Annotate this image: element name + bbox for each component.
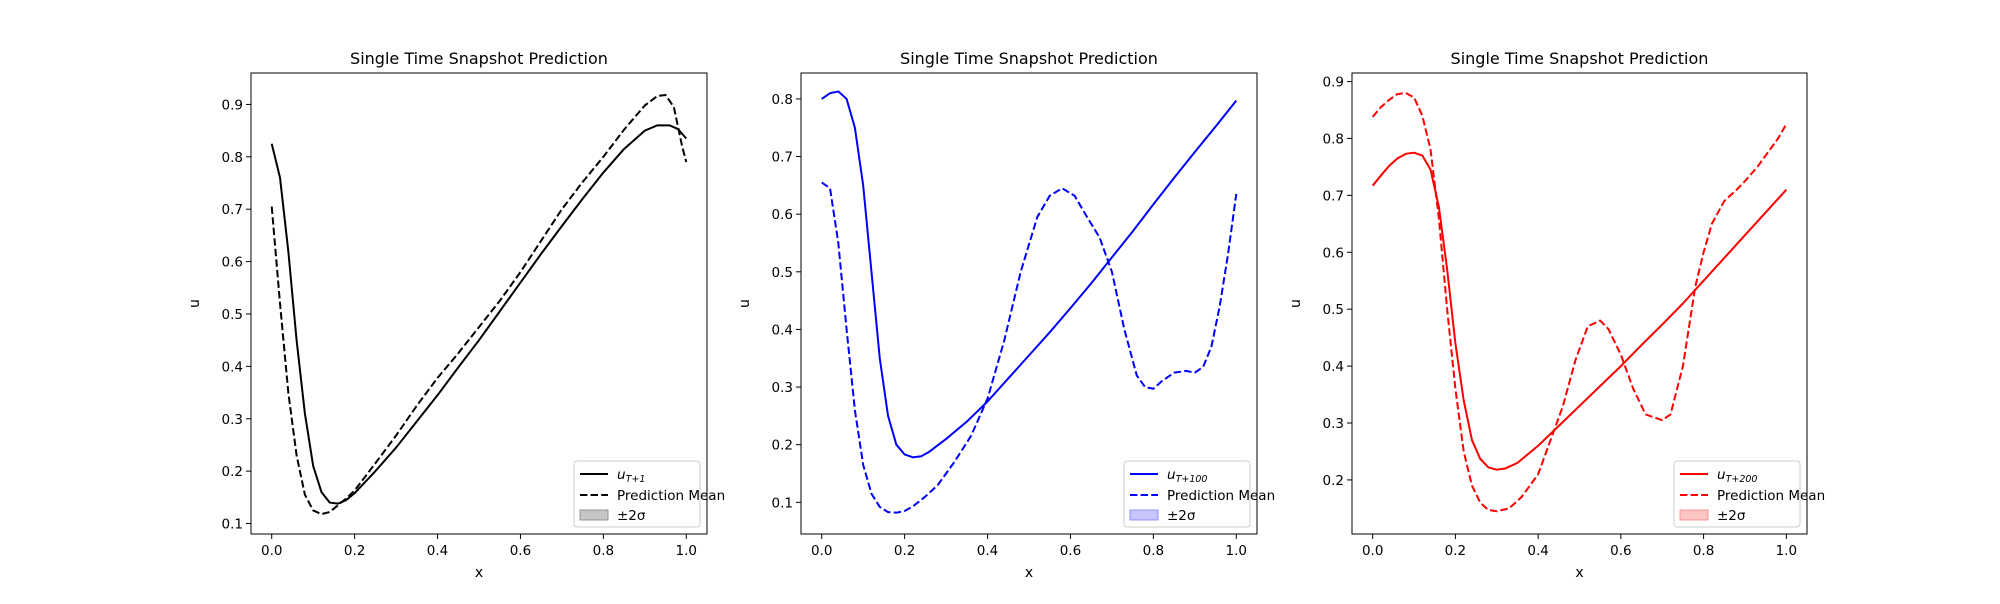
prediction-mean-line: [821, 181, 1238, 514]
x-tick-label: 1.0: [676, 543, 697, 559]
ground-truth-line: [270, 124, 688, 505]
y-tick-label: 0.8: [772, 92, 793, 108]
y-tick-label: 0.6: [1323, 245, 1344, 261]
x-tick-label: 0.8: [593, 543, 614, 559]
series-group: [1371, 91, 1788, 513]
y-tick-label: 0.6: [772, 207, 793, 223]
prediction-mean-line: [270, 94, 688, 516]
prediction-mean-line: [1371, 91, 1788, 513]
y-tick-label: 0.8: [222, 150, 243, 166]
legend-box: [1123, 460, 1251, 528]
x-tick-label: 1.0: [1226, 543, 1247, 559]
ground-truth-line: [821, 90, 1238, 459]
chart-title: Single Time Snapshot Prediction: [1451, 49, 1709, 68]
y-tick-label: 0.7: [222, 202, 243, 218]
chart-title: Single Time Snapshot Prediction: [350, 49, 608, 68]
legend-band-swatch: [1679, 509, 1709, 521]
y-tick-label: 0.3: [1323, 416, 1344, 432]
x-tick-label: 0.8: [1143, 543, 1164, 559]
series-group: [821, 90, 1238, 514]
x-tick-label: 0.0: [1362, 543, 1383, 559]
y-tick-label: 0.9: [222, 97, 243, 113]
legend-box: [573, 460, 701, 528]
x-axis-label: x: [1025, 565, 1033, 581]
y-tick-label: 0.2: [772, 438, 793, 454]
legend-band-swatch: [579, 509, 609, 521]
x-tick-label: 0.6: [510, 543, 531, 559]
axes-frame: [800, 72, 1258, 535]
y-tick-label: 0.7: [772, 150, 793, 166]
y-tick-label: 0.5: [1323, 302, 1344, 318]
legend-band-swatch: [1129, 509, 1159, 521]
legend-band-label: ±2σ: [1167, 508, 1196, 524]
x-tick-label: 0.2: [894, 543, 915, 559]
series-group: [270, 94, 688, 516]
legend-mean-label: Prediction Mean: [1717, 488, 1825, 504]
y-tick-label: 0.4: [222, 359, 243, 375]
legend-box: [1673, 460, 1801, 528]
x-tick-label: 0.6: [1060, 543, 1081, 559]
y-axis-label: u: [737, 299, 753, 308]
y-tick-label: 0.8: [1323, 131, 1344, 147]
x-tick-label: 0.4: [427, 543, 448, 559]
x-tick-label: 0.8: [1693, 543, 1714, 559]
y-axis-label: u: [1288, 299, 1304, 308]
y-axis-label: u: [187, 299, 203, 308]
y-tick-label: 0.1: [772, 495, 793, 511]
y-tick-label: 0.2: [222, 464, 243, 480]
x-tick-label: 0.4: [977, 543, 998, 559]
y-tick-label: 0.5: [222, 307, 243, 323]
chart-panel-2: 0.0 0.2 0.4 0.6 0.8 1.0 0.1 0.2 0.3 0.4 0.5 0.6 0.7 0…: [737, 49, 1275, 581]
y-tick-label: 0.4: [772, 322, 793, 338]
axes-frame: [1351, 72, 1808, 535]
x-tick-label: 1.0: [1776, 543, 1797, 559]
x-tick-label: 0.0: [261, 543, 282, 559]
y-tick-label: 0.4: [1323, 359, 1344, 375]
y-tick-label: 0.3: [222, 412, 243, 428]
chart-panel-1: 0.0 0.2 0.4 0.6 0.8 1.0 0.1 0.2 0.3 0.4 0.5 0.6 0.7 0…: [187, 49, 725, 581]
y-tick-label: 0.5: [772, 265, 793, 281]
legend-mean-label: Prediction Mean: [1167, 488, 1275, 504]
x-tick-label: 0.0: [811, 543, 832, 559]
y-tick-label: 0.1: [222, 517, 243, 533]
y-tick-label: 0.3: [772, 380, 793, 396]
y-tick-label: 0.7: [1323, 188, 1344, 204]
x-axis-label: x: [1575, 565, 1583, 581]
chart-panel-3: 0.0 0.2 0.4 0.6 0.8 1.0 0.2 0.3 0.4 0.5 0.6 0.7 0.8 0…: [1288, 49, 1825, 581]
legend-band-label: ±2σ: [617, 508, 646, 524]
y-tick-label: 0.2: [1323, 473, 1344, 489]
legend-mean-label: Prediction Mean: [617, 488, 725, 504]
x-tick-label: 0.2: [344, 543, 365, 559]
chart-title: Single Time Snapshot Prediction: [900, 49, 1158, 68]
y-tick-label: 0.6: [222, 255, 243, 271]
ground-truth-line: [1371, 151, 1788, 471]
legend-band-label: ±2σ: [1717, 508, 1746, 524]
x-tick-label: 0.6: [1610, 543, 1631, 559]
x-tick-label: 0.4: [1527, 543, 1548, 559]
y-tick-label: 0.9: [1323, 75, 1344, 91]
axes-frame: [250, 72, 708, 535]
x-axis-label: x: [475, 565, 483, 581]
x-tick-label: 0.2: [1445, 543, 1466, 559]
